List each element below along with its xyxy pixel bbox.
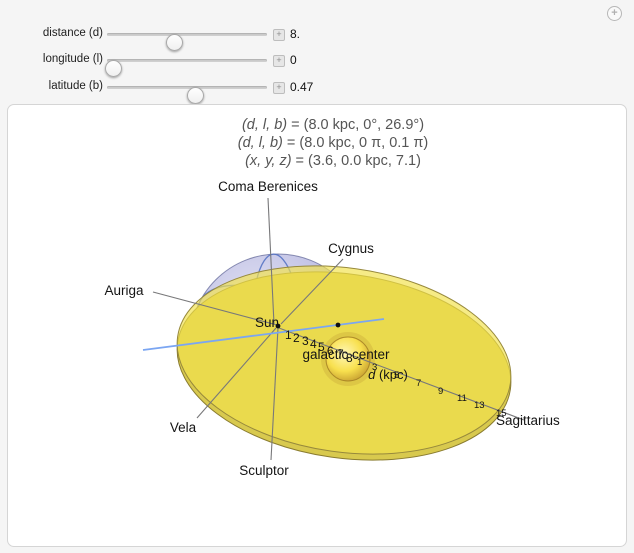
- distance-slider-thumb[interactable]: [166, 34, 183, 51]
- distance-slider-track[interactable]: [107, 33, 267, 51]
- axis-tick-label: 11: [457, 393, 467, 404]
- longitude-stepper-button[interactable]: +: [273, 55, 285, 67]
- latitude-value: 0.47: [290, 80, 314, 94]
- plot-panel: 1 2 3 4 5 6 7 8 1 3 5 7 9 11 13 15 Coma Berenices Cygnu…: [7, 104, 627, 547]
- cygnus-line: [280, 258, 344, 325]
- longitude-slider-thumb[interactable]: [105, 60, 122, 77]
- slider-row-longitude: longitude (l) + 0: [0, 51, 634, 77]
- vela-line: [196, 327, 277, 419]
- label-coma-berenices: Coma Berenices: [218, 179, 318, 194]
- distance-value: 8.: [290, 27, 301, 41]
- axis-tick-label: 15: [496, 408, 507, 419]
- longitude-value: 0: [290, 53, 297, 67]
- latitude-slider-thumb[interactable]: [187, 87, 204, 104]
- slider-row-distance: distance (d) + 8.: [0, 25, 634, 51]
- coma-berenices-line: [267, 197, 275, 325]
- slider-row-latitude: latitude (b) + 0.47: [0, 78, 634, 104]
- axis-tick-label: 13: [474, 400, 485, 411]
- sight-line: [142, 318, 385, 351]
- axis-tick-label: 3: [302, 334, 309, 348]
- distance-stepper-button[interactable]: +: [273, 29, 285, 41]
- axis-tick-label: 9: [438, 386, 443, 397]
- label-sculptor: Sculptor: [239, 463, 289, 478]
- label-vela: Vela: [170, 420, 197, 435]
- axis-tick-label: 5: [318, 340, 325, 354]
- label-sagittarius: Sagittarius: [496, 413, 560, 428]
- axis-tick-label: 2: [293, 331, 300, 345]
- axis-tick-label: 8: [346, 351, 353, 365]
- longitude-slider-track[interactable]: [105, 59, 267, 77]
- latitude-slider-track[interactable]: [107, 86, 267, 104]
- latitude-stepper-button[interactable]: +: [273, 82, 285, 94]
- sagittarius-axis-line: [278, 327, 525, 421]
- axis-tick-label: 4: [310, 337, 317, 351]
- latitude-slider-label: latitude (b): [48, 80, 103, 92]
- axis-tick-label: 5: [394, 370, 399, 381]
- auriga-line: [152, 291, 278, 326]
- label-sun: Sun: [255, 315, 279, 330]
- direction-lines: [152, 197, 525, 461]
- distance-slider-label: distance (d): [42, 27, 103, 39]
- options-plus-button[interactable]: +: [607, 6, 622, 21]
- axis-tick-label: 1: [357, 357, 362, 368]
- axis-tick-label: 7: [337, 347, 344, 361]
- sculptor-line: [270, 327, 279, 461]
- label-galactic-center: galactic center: [302, 347, 390, 362]
- axis-tick-label: 7: [416, 378, 421, 389]
- axis-tick-label: 6: [327, 344, 334, 358]
- label-auriga: Auriga: [104, 283, 144, 298]
- galactic-center-sphere: [325, 336, 371, 382]
- axis-tick-label: 1: [285, 328, 292, 342]
- plotted-point: [335, 322, 341, 328]
- label-cygnus: Cygnus: [328, 241, 374, 256]
- label-d-axis: d (kpc): [368, 367, 408, 382]
- longitude-slider-label: longitude (l): [42, 53, 103, 65]
- axis-tick-label: 3: [372, 362, 377, 373]
- sun-point: [275, 323, 281, 329]
